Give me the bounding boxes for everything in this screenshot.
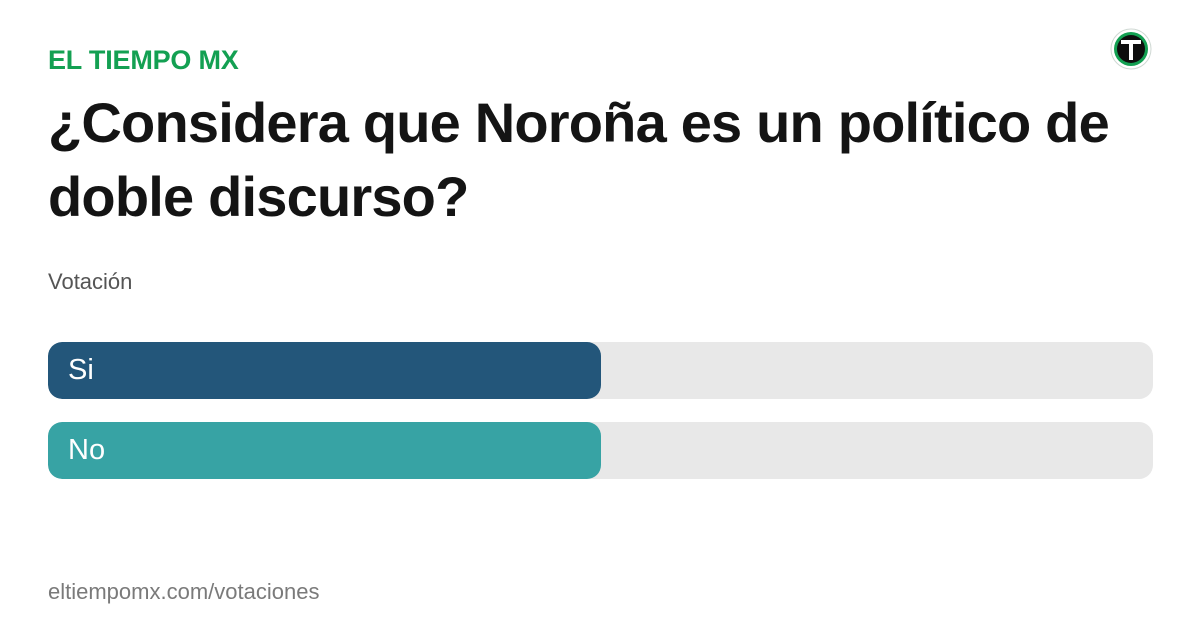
el-tiempo-logo-icon: [1110, 28, 1152, 70]
poll-option-si-label: Si: [68, 354, 94, 386]
poll-option-no[interactable]: No: [48, 422, 1153, 479]
poll-option-no-bar: [48, 422, 601, 479]
brand-name: EL TIEMPO MX: [48, 45, 239, 75]
poll-subtitle: Votación: [48, 269, 133, 294]
poll-option-si[interactable]: Si: [48, 342, 1153, 399]
poll-option-si-bar: [48, 342, 601, 399]
footer-url[interactable]: eltiempomx.com/votaciones: [48, 579, 320, 604]
poll-question: ¿Considera que Noroña es un político de …: [48, 91, 1110, 228]
poll-option-no-label: No: [68, 434, 106, 466]
poll-options: Si No: [48, 342, 1153, 502]
